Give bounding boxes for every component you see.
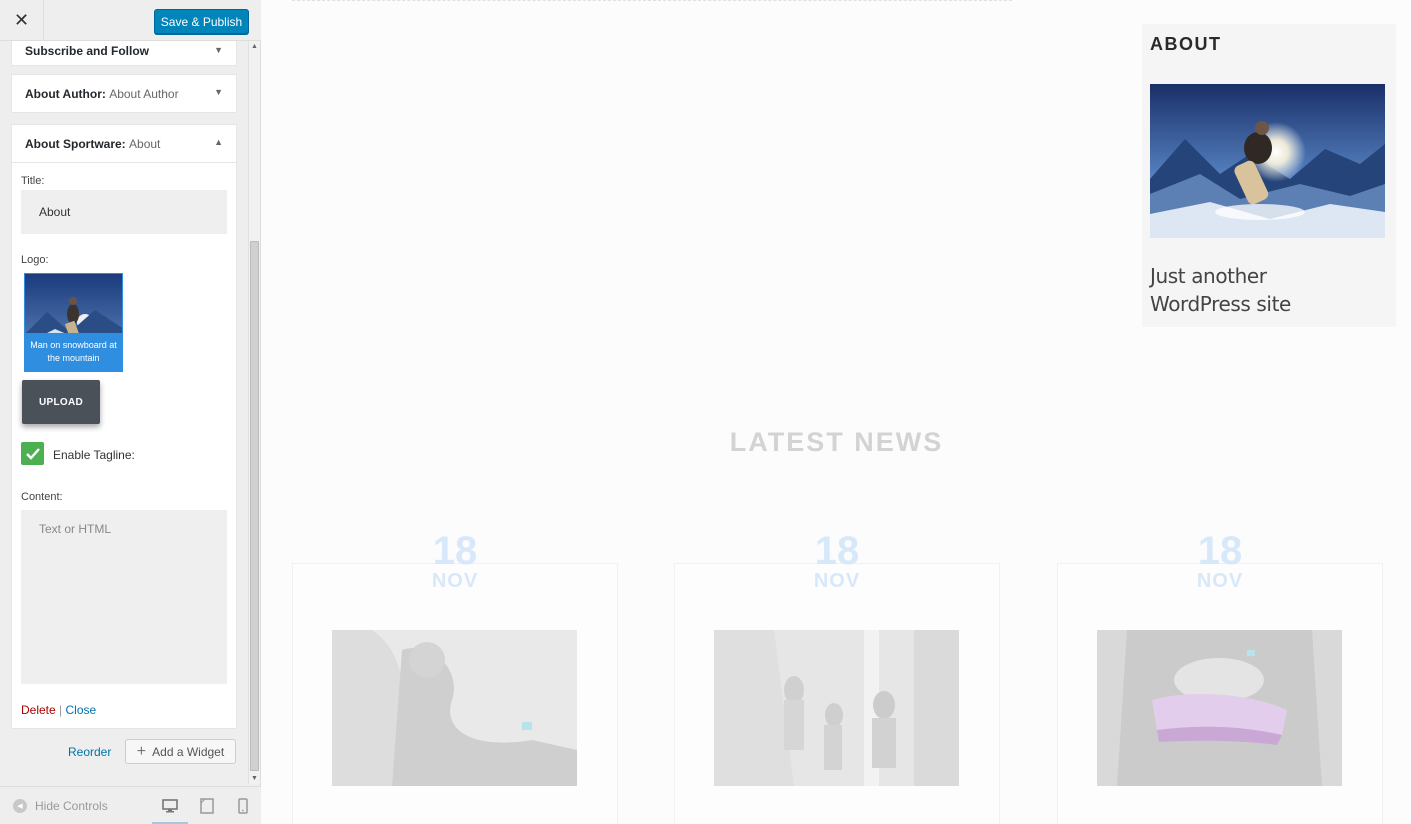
active-device-indicator [152,822,188,824]
link-separator: | [59,703,63,717]
widget-header[interactable]: Subscribe and Follow ▼ [12,31,236,67]
add-widget-label: Add a Widget [152,744,225,759]
logo-label: Logo: [21,254,49,266]
latest-news-heading: LATEST NEWS [729,427,944,457]
enable-tagline-checkbox[interactable] [21,442,44,465]
news-thumbnail[interactable] [714,630,959,786]
delete-link[interactable]: Delete [21,703,56,717]
divider [292,0,1012,1]
triangle-down-icon[interactable]: ▼ [214,45,223,55]
widget-title: Subscribe and Follow [25,44,150,58]
snowboarder-image [1150,84,1385,238]
date-day: 18 [1197,529,1243,573]
date-month: NOV [431,570,479,592]
collapse-arrow-icon: ◀ [13,799,27,813]
news-card[interactable]: 18 NOV [674,531,1000,824]
scrollbar-thumb[interactable] [250,241,259,771]
triangle-down-icon[interactable]: ▼ [214,87,223,97]
widget-about-author[interactable]: About Author: About Author ▼ [11,74,237,113]
customizer-sidebar: ✕ Save & Publish Subscribe and Follow ▼ … [0,0,261,824]
enable-tagline-label: Enable Tagline: [53,448,135,462]
widget-title: About Sportware: [25,136,126,151]
about-widget-preview: ABOUT [1142,24,1396,327]
date-month: NOV [1196,570,1244,592]
news-card[interactable]: 18 NOV [1057,531,1383,824]
widget-title: About Author: [25,87,106,101]
about-tagline: Just another WordPress site [1150,264,1291,316]
tablet-icon[interactable] [198,797,216,815]
triangle-up-icon[interactable]: ▲ [214,137,223,147]
content-textarea[interactable] [21,510,227,684]
upload-button[interactable]: UPLOAD [22,380,100,424]
widget-about-sportware: About Sportware: About ▲ Title: Logo: [11,124,237,729]
widget-header[interactable]: About Author: About Author ▼ [12,75,236,113]
hide-controls-label: Hide Controls [35,799,108,813]
reorder-link[interactable]: Reorder [68,745,112,759]
customizer-header: ✕ Save & Publish [0,0,261,41]
logo-thumbnail[interactable]: Man on snowboard at the mountain [24,273,123,372]
content-label: Content: [21,491,63,503]
hide-controls-button[interactable]: ◀ Hide Controls [13,799,108,813]
mobile-icon[interactable] [234,797,252,815]
checkmark-icon [25,447,40,460]
title-input[interactable] [21,190,227,234]
date-badge: 18 NOV [1057,531,1383,591]
news-thumbnail[interactable] [332,630,577,786]
widget-in-title: About Author [109,87,179,101]
customizer-footer: ◀ Hide Controls [0,786,261,824]
about-title: ABOUT [1150,34,1222,54]
logo-caption: Man on snowboard at the mountain [25,333,122,371]
scroll-up-icon[interactable]: ▲ [251,43,258,50]
close-icon[interactable]: ✕ [0,0,44,41]
desktop-icon[interactable] [161,797,179,815]
date-badge: 18 NOV [292,531,618,591]
date-month: NOV [813,570,861,592]
close-link[interactable]: Close [65,703,97,717]
plus-icon: + [136,742,147,760]
add-widget-button[interactable]: + Add a Widget [125,739,236,764]
widget-header[interactable]: About Sportware: About ▲ [12,125,236,163]
date-day: 18 [814,529,860,573]
widget-control-links: Delete | Close [21,703,96,717]
title-label: Title: [21,175,45,187]
save-publish-button[interactable]: Save & Publish [154,9,249,34]
date-badge: 18 NOV [674,531,1000,591]
widget-in-title: About [129,136,161,151]
news-card[interactable]: 18 NOV [292,531,618,824]
scroll-down-icon[interactable]: ▼ [251,775,258,782]
site-preview: ABOUT [262,0,1411,824]
sidebar-scrollbar[interactable]: ▲ ▼ [248,41,260,784]
news-thumbnail[interactable] [1097,630,1342,786]
date-day: 18 [432,529,478,573]
